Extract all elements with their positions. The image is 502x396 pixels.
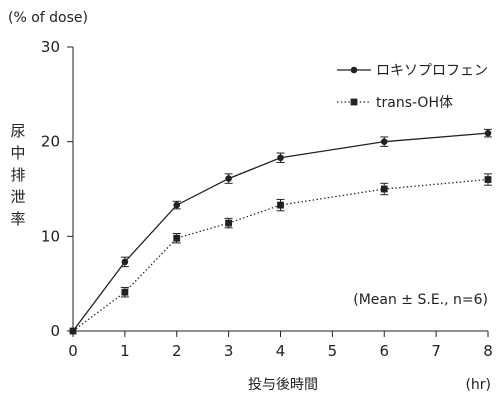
x-tick-label: 2 — [172, 342, 182, 360]
x-tick-label: 7 — [431, 342, 441, 360]
data-point — [380, 138, 388, 145]
legend-marker — [350, 98, 358, 106]
legend-label: trans-OH体 — [376, 95, 453, 111]
data-point — [173, 234, 181, 242]
data-point — [225, 219, 233, 227]
x-tick-label: 1 — [120, 342, 130, 360]
x-tick-label: 4 — [276, 342, 286, 360]
y-unit-label: (% of dose) — [8, 10, 88, 26]
x-tick-label: 8 — [483, 342, 493, 360]
data-point — [121, 258, 129, 266]
x-tick-label: 0 — [68, 342, 78, 360]
y-tick-label: 20 — [41, 133, 60, 151]
y-tick-label: 0 — [50, 322, 60, 340]
data-point — [277, 154, 284, 162]
data-point — [121, 288, 129, 296]
x-tick-label: 6 — [379, 342, 389, 360]
x-tick-label: 5 — [328, 342, 338, 360]
x-axis-label: 投与後時間 — [248, 377, 318, 393]
y-tick-label: 30 — [41, 38, 60, 56]
data-point — [69, 327, 77, 335]
y-axis-label-char: 率 — [10, 210, 25, 228]
data-point — [225, 175, 232, 182]
stats-annotation: (Mean ± S.E., n=6) — [353, 292, 488, 308]
x-axis-ticks: 0 1 2 3 4 5 6 7 8 — [68, 331, 493, 360]
y-axis-label-char: 排 — [10, 166, 25, 184]
data-point — [173, 201, 181, 209]
legend-marker — [350, 66, 358, 74]
y-axis-label-char: 中 — [10, 144, 25, 162]
y-axis-label-char: 尿 — [10, 122, 25, 140]
y-tick-label: 10 — [41, 227, 60, 245]
series-2 — [69, 173, 492, 335]
data-point — [484, 176, 492, 183]
x-axis-unit: (hr) — [465, 377, 491, 393]
data-point — [484, 129, 492, 137]
series-layer — [69, 128, 492, 335]
y-axis-label-char: 泄 — [10, 188, 25, 206]
y-axis-ticks: 0 10 20 30 — [41, 38, 73, 340]
legend: ロキソプロフェン trans-OH体 — [337, 63, 488, 111]
data-point — [380, 185, 388, 193]
x-tick-label: 3 — [224, 342, 234, 360]
legend-label: ロキソプロフェン — [376, 63, 488, 79]
data-point — [277, 201, 284, 209]
